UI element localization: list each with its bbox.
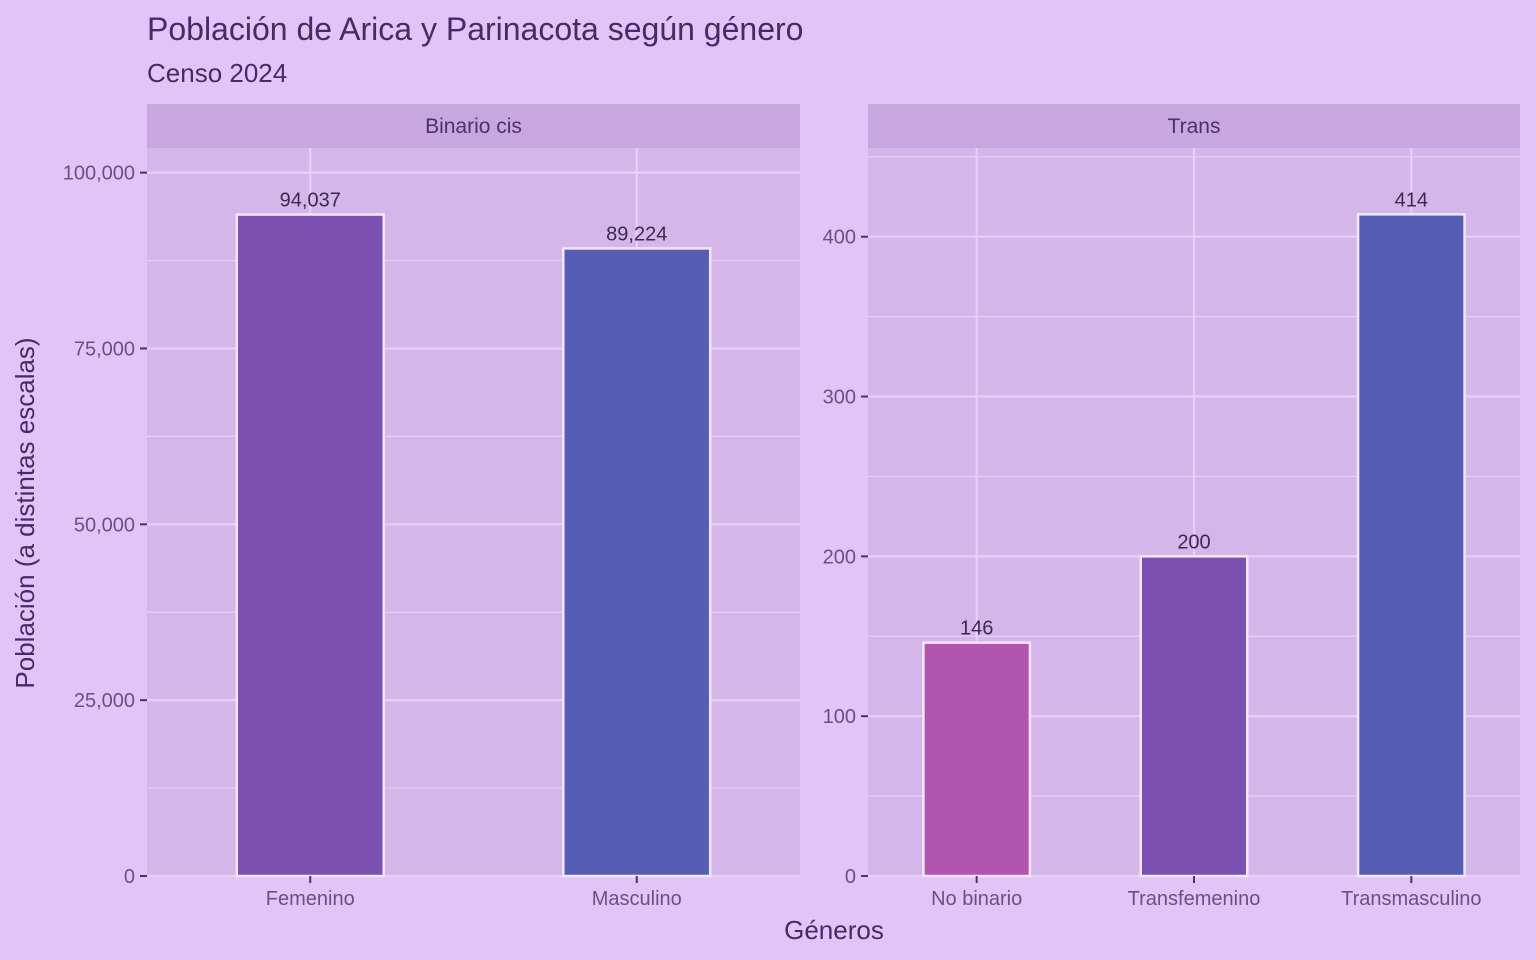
y-tick-label: 0 (845, 866, 856, 888)
bar-transmasculino (1356, 213, 1466, 878)
bar-femenino (235, 213, 385, 878)
bar-no-binario (922, 641, 1032, 878)
facet-strip (147, 104, 800, 148)
x-tick-label: Masculino (592, 888, 682, 910)
x-axis-title: Géneros (784, 915, 884, 945)
y-axis-title: Población (a distintas escalas) (10, 337, 40, 688)
x-tick-label: Femenino (266, 888, 355, 910)
data-label: 89,224 (606, 223, 667, 245)
y-tick-label: 200 (823, 546, 856, 568)
data-label: 414 (1395, 189, 1428, 211)
data-label: 146 (960, 618, 993, 640)
y-tick-label: 400 (823, 227, 856, 249)
y-tick-label: 0 (124, 866, 135, 888)
facet-panels: Binario cis 0 25,000 50,000 75,000 100,000 94,… (63, 104, 1520, 910)
y-tick-label: 75,000 (74, 338, 135, 360)
y-tick-label: 300 (823, 387, 856, 409)
facet-strip-label: Binario cis (425, 115, 522, 138)
chart-subtitle: Censo 2024 (147, 58, 287, 88)
x-tick-label: Transmasculino (1341, 888, 1481, 910)
facet-panel-0: Binario cis 0 25,000 50,000 75,000 100,000 94,… (63, 104, 800, 910)
chart-title: Población de Arica y Parinacota según gé… (147, 11, 803, 47)
x-tick-label: Transfemenino (1128, 888, 1261, 910)
y-tick-label: 100 (823, 706, 856, 728)
y-tick-label: 100,000 (63, 163, 135, 185)
data-label: 94,037 (280, 190, 341, 212)
y-tick-label: 25,000 (74, 690, 135, 712)
facet-strip (868, 104, 1520, 148)
facet-panel-1: Trans 0 100 200 300 400 146 No binario 200 Transf… (823, 104, 1520, 910)
bar-masculino (562, 247, 712, 878)
x-tick-label: No binario (931, 888, 1022, 910)
y-tick-label: 50,000 (74, 514, 135, 536)
data-label: 200 (1177, 531, 1210, 553)
bar-transfemenino (1139, 555, 1249, 878)
facet-strip-label: Trans (1168, 115, 1221, 138)
